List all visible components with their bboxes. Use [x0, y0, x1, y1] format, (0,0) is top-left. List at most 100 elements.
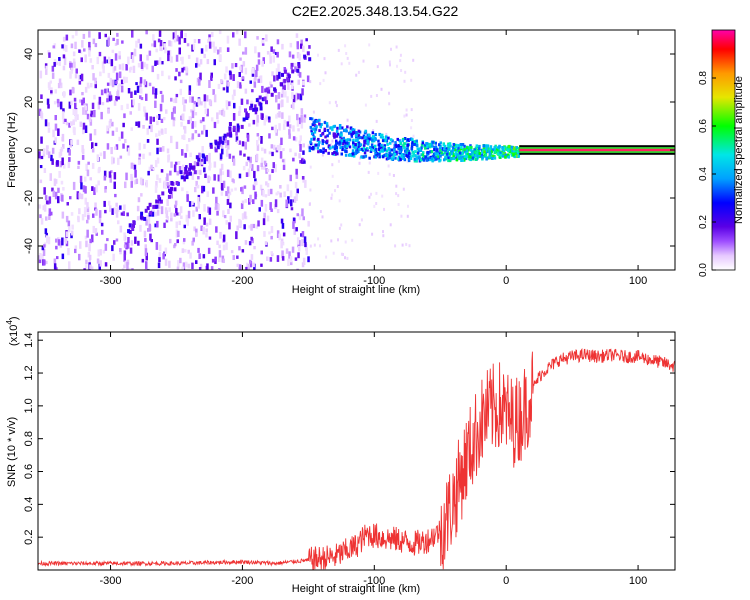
spectrogram-cell	[114, 193, 117, 198]
spectrogram-cell	[246, 99, 249, 105]
spectrogram-cell	[91, 102, 95, 109]
spectrogram-cell	[78, 75, 81, 82]
spectrogram-cell	[346, 141, 349, 145]
spectrogram-cell	[134, 90, 137, 95]
spectrogram-cell	[251, 164, 254, 171]
spectrogram-cell	[95, 184, 98, 193]
spectrogram-cell	[368, 161, 371, 165]
spectrogram-cell	[222, 135, 226, 141]
spectrogram-cell	[264, 194, 268, 198]
spectrogram-cell	[106, 94, 109, 102]
spectrogram-cell	[292, 102, 295, 110]
spectrogram-cell	[175, 54, 179, 62]
spectrogram-cell	[368, 156, 371, 160]
spectrogram-cell	[516, 150, 519, 154]
spectrogram-cell	[366, 146, 369, 150]
spectrogram-cell	[173, 38, 177, 43]
spectrogram-cell	[139, 215, 143, 220]
spectrogram-cell	[374, 136, 377, 140]
spectrogram-cell	[227, 82, 230, 87]
spectrogram-cell	[70, 139, 73, 145]
spectrogram-cell	[269, 257, 273, 262]
spectrogram-cell	[113, 172, 117, 180]
spectrogram-cell	[131, 54, 135, 63]
spectrogram-cell	[62, 43, 66, 51]
spectrogram-cell	[144, 248, 148, 256]
spectrogram-cell	[292, 125, 295, 132]
spectrogram-cell	[261, 165, 264, 170]
tone-core	[519, 148, 675, 152]
spectrogram-cell	[82, 107, 85, 115]
spectrogram-cell	[453, 148, 457, 152]
spectrogram-cell	[156, 120, 159, 126]
spectrogram-cell	[246, 134, 250, 142]
spectrogram-cell	[205, 222, 209, 227]
spectrogram-cell	[248, 198, 251, 205]
spectrogram-cell	[131, 268, 134, 270]
spectrogram-cell	[344, 153, 348, 157]
spectrogram-cell	[308, 57, 312, 62]
spectrogram-cell	[318, 140, 321, 144]
spectrogram-cell	[168, 50, 172, 57]
spectrogram-cell	[89, 133, 92, 141]
spectrogram-cell	[151, 43, 154, 47]
spectrogram-cell	[102, 249, 106, 254]
spectrogram-cell	[436, 148, 439, 152]
spectrogram-cell	[226, 199, 230, 205]
spectrogram-cell	[406, 151, 410, 155]
spectrogram-cell	[84, 264, 88, 270]
spectrogram-cell	[159, 90, 163, 94]
spectrogram-cell	[386, 142, 389, 146]
spectrogram-cell	[169, 41, 173, 47]
spectrogram-cell	[186, 43, 190, 47]
spectrogram-cell	[307, 220, 310, 227]
spectrogram-cell	[292, 221, 295, 229]
spectrogram-cell	[449, 144, 452, 148]
spectrogram-cell	[346, 118, 349, 122]
spectrogram-cell	[388, 156, 392, 160]
spectrogram-cell	[205, 95, 209, 102]
spectrogram-cell	[297, 64, 301, 69]
spectrogram-cell	[93, 94, 96, 100]
spectrogram-cell	[112, 253, 115, 261]
spectrogram-cell	[413, 159, 417, 163]
spectrogram-cell	[62, 187, 65, 191]
spectrogram-cell	[267, 189, 271, 196]
spectrogram-cell	[256, 140, 259, 146]
spectrogram-cell	[158, 30, 162, 37]
spectrogram-cell	[331, 152, 334, 156]
spectrogram-cell	[461, 143, 465, 146]
spectrogram-cell	[352, 129, 355, 133]
spectrogram-cell	[137, 159, 141, 165]
spectrogram-cell	[294, 66, 297, 72]
spectrogram-cell	[217, 83, 221, 89]
spectrogram-cell	[134, 236, 137, 244]
spectrogram-cell	[115, 127, 118, 132]
spectrogram-cell	[488, 150, 491, 154]
spectrogram-cell	[111, 156, 114, 165]
spectrogram-cell	[152, 34, 155, 41]
spectrogram-cell	[228, 191, 232, 196]
spectrogram-cell	[156, 147, 159, 155]
spectrogram-cell	[95, 232, 98, 236]
spectrogram-cell	[396, 137, 399, 141]
spectrogram-cell	[501, 146, 504, 149]
spectrogram-cell	[197, 157, 201, 162]
spectrogram-cell	[165, 210, 169, 218]
spectrogram-cell	[185, 261, 188, 268]
spectrogram-cell	[50, 154, 53, 162]
spectrogram-cell	[311, 123, 315, 127]
spectrogram-cell	[78, 208, 81, 215]
spectrogram-cell	[412, 134, 415, 138]
spectrogram-cell	[235, 131, 238, 136]
spectrogram-cell	[380, 133, 383, 137]
spectrogram-cell	[98, 263, 101, 270]
spectrogram-cell	[115, 238, 119, 242]
spectrogram-cell	[121, 40, 124, 44]
spectrogram-cell	[216, 49, 220, 55]
spectrogram-cell	[207, 39, 210, 43]
spectrogram-cell	[199, 119, 203, 124]
spectrogram-cell	[447, 159, 450, 163]
spectrogram-cell	[264, 204, 268, 212]
spectrogram-cell	[399, 142, 403, 146]
